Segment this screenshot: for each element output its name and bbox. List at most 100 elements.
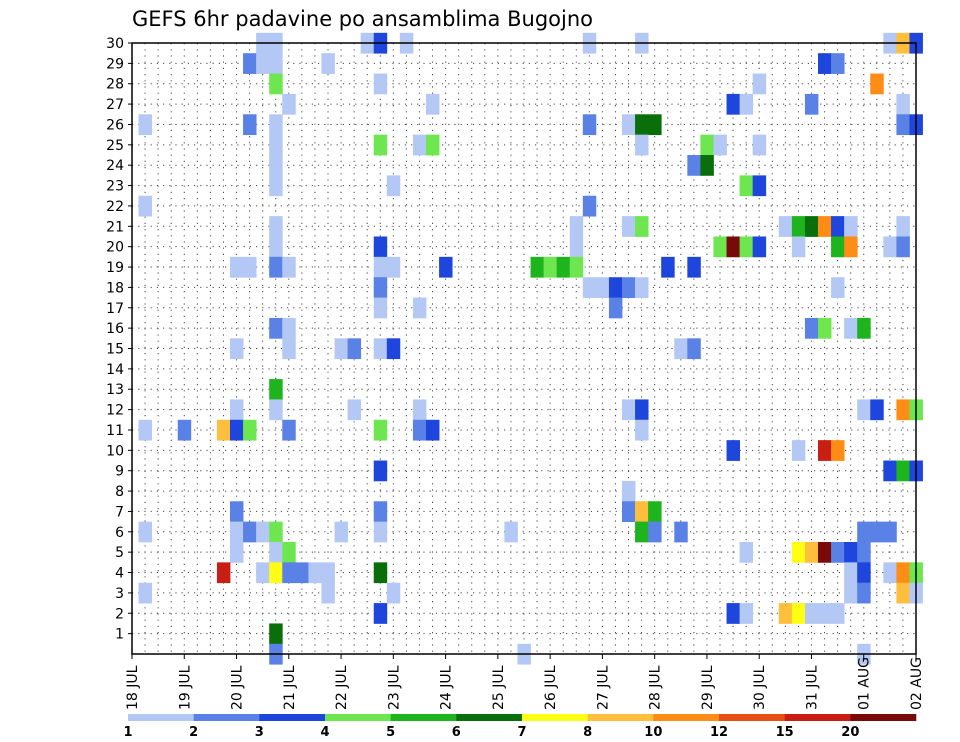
heatmap-cell <box>373 460 388 482</box>
heatmap-cell <box>582 114 597 136</box>
heatmap-cell <box>373 603 388 624</box>
colorbar-swatch <box>259 714 326 721</box>
y-tick-label: 5 <box>115 545 124 561</box>
heatmap-cell <box>269 623 283 645</box>
heatmap-cell <box>426 134 440 156</box>
y-tick-label: 30 <box>106 36 124 52</box>
x-tick-label: 28 JUL <box>648 665 664 710</box>
heatmap-cell <box>752 175 767 197</box>
heatmap-cell <box>752 236 767 258</box>
heatmap-cell <box>791 216 806 237</box>
heatmap-cell <box>635 216 649 237</box>
heatmap-cell <box>844 582 858 604</box>
x-tick-label: 20 JUL <box>230 665 246 710</box>
heatmap-cell <box>269 562 283 584</box>
heatmap-cell <box>648 501 662 523</box>
heatmap-cell <box>230 521 244 543</box>
colorbar-label: 6 <box>452 725 461 740</box>
colorbar-swatch <box>522 714 588 721</box>
heatmap-cell <box>556 256 571 278</box>
heatmap-cell <box>635 521 649 543</box>
x-axis: 18 JUL 19 JUL 20 JUL 21 JUL 22 JUL 23 JUL 24 J… <box>125 654 925 710</box>
heatmap-cell <box>635 114 649 136</box>
heatmap-cell <box>896 114 910 136</box>
x-tick-label: 22 JUL <box>334 665 350 710</box>
y-tick-label: 17 <box>106 301 124 317</box>
heatmap-cell <box>295 562 309 584</box>
heatmap-cell <box>896 562 910 584</box>
heatmap-cell <box>373 73 388 95</box>
heatmap-cell <box>857 521 871 543</box>
heatmap-cell <box>883 460 897 482</box>
heatmap-cell <box>373 338 388 360</box>
heatmap-cell <box>386 582 401 604</box>
heatmap-cell <box>635 399 649 421</box>
heatmap-cell <box>778 216 793 237</box>
x-tick-label: 26 JUL <box>543 665 559 710</box>
heatmap-cell <box>713 236 727 258</box>
heatmap-cell <box>386 256 401 278</box>
heatmap-cell <box>230 338 244 360</box>
heatmap-cell <box>230 501 244 523</box>
y-tick-label: 21 <box>106 219 124 235</box>
heatmap-cell <box>857 541 871 563</box>
heatmap-cell <box>804 603 819 624</box>
heatmap-cell <box>269 155 283 176</box>
heatmap-cell <box>661 256 675 278</box>
y-tick-label: 28 <box>106 77 124 93</box>
y-axis: 1234567891011121314151617181920212223242… <box>106 36 132 643</box>
heatmap-cell <box>870 73 884 95</box>
heatmap-cell <box>700 155 714 176</box>
heatmap-cell <box>804 317 819 339</box>
heatmap-cell <box>831 603 845 624</box>
heatmap-cell <box>804 93 819 115</box>
heatmap-cell <box>269 114 283 136</box>
heatmap-cell <box>883 562 897 584</box>
heatmap-cell <box>648 521 662 543</box>
heatmap-cell <box>726 603 740 624</box>
heatmap-cell <box>138 419 152 441</box>
x-tick-label: 21 JUL <box>282 665 298 710</box>
heatmap-cell <box>818 317 832 339</box>
y-tick-label: 2 <box>115 606 124 622</box>
heatmap-cell <box>622 480 636 502</box>
colorbar-swatch <box>456 714 523 721</box>
heatmap-cell <box>635 134 649 156</box>
heatmap-cell <box>373 297 388 319</box>
heatmap-cell <box>687 155 701 176</box>
heatmap-cell <box>595 277 610 298</box>
heatmap-cell <box>622 114 636 136</box>
y-tick-label: 8 <box>115 484 124 500</box>
heatmap-cell <box>216 562 231 584</box>
heatmap-cell <box>373 277 388 298</box>
heatmap-cell <box>230 541 244 563</box>
heatmap-cell <box>347 399 362 421</box>
heatmap-cell <box>870 399 884 421</box>
x-tick-label: 27 JUL <box>595 665 611 710</box>
heatmap-cell <box>752 134 767 156</box>
x-tick-label: 18 JUL <box>125 665 141 710</box>
heatmap-cell <box>857 317 871 339</box>
y-tick-label: 15 <box>106 342 124 358</box>
heatmap-cell <box>282 562 296 584</box>
heatmap-cell <box>386 175 401 197</box>
heatmap-cell <box>870 521 884 543</box>
y-tick-label: 26 <box>106 117 124 133</box>
colorbar-label: 10 <box>644 725 662 740</box>
heatmap-cell <box>347 338 362 360</box>
heatmap-cells <box>138 32 923 665</box>
y-tick-label: 16 <box>106 321 124 337</box>
heatmap-cell <box>831 440 845 461</box>
heatmap-cell <box>896 582 910 604</box>
heatmap-cell <box>674 338 688 360</box>
colorbar-label: 20 <box>841 725 859 740</box>
heatmap-cell <box>635 277 649 298</box>
heatmap-cell <box>608 297 623 319</box>
heatmap-cell <box>269 134 283 156</box>
heatmap-cell <box>269 236 283 258</box>
heatmap-cell <box>608 277 623 298</box>
heatmap-cell <box>569 236 584 258</box>
heatmap-cell <box>622 216 636 237</box>
x-tick-label: 29 JUL <box>700 665 716 710</box>
